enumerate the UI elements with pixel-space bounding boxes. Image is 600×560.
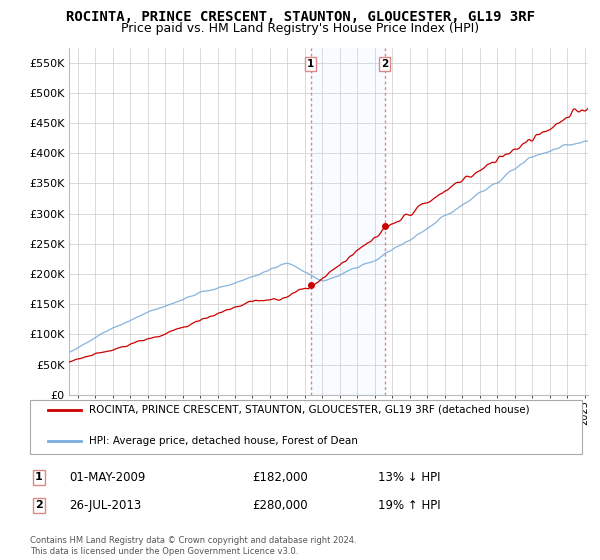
Text: 19% ↑ HPI: 19% ↑ HPI	[378, 498, 440, 512]
Text: 26-JUL-2013: 26-JUL-2013	[69, 498, 141, 512]
Text: Price paid vs. HM Land Registry's House Price Index (HPI): Price paid vs. HM Land Registry's House …	[121, 22, 479, 35]
Text: £280,000: £280,000	[252, 498, 308, 512]
Text: £182,000: £182,000	[252, 470, 308, 484]
Text: 1: 1	[307, 59, 314, 69]
Text: ROCINTA, PRINCE CRESCENT, STAUNTON, GLOUCESTER, GL19 3RF (detached house): ROCINTA, PRINCE CRESCENT, STAUNTON, GLOU…	[89, 405, 529, 415]
Bar	[311, 48, 385, 395]
Text: Contains HM Land Registry data © Crown copyright and database right 2024.
This d: Contains HM Land Registry data © Crown c…	[30, 536, 356, 556]
Text: ROCINTA, PRINCE CRESCENT, STAUNTON, GLOUCESTER, GL19 3RF: ROCINTA, PRINCE CRESCENT, STAUNTON, GLOU…	[65, 10, 535, 24]
Text: HPI: Average price, detached house, Forest of Dean: HPI: Average price, detached house, Fore…	[89, 436, 358, 446]
Text: 2: 2	[35, 500, 43, 510]
Text: 13% ↓ HPI: 13% ↓ HPI	[378, 470, 440, 484]
Text: 1: 1	[35, 472, 43, 482]
Text: 2: 2	[381, 59, 388, 69]
Text: 01-MAY-2009: 01-MAY-2009	[69, 470, 145, 484]
